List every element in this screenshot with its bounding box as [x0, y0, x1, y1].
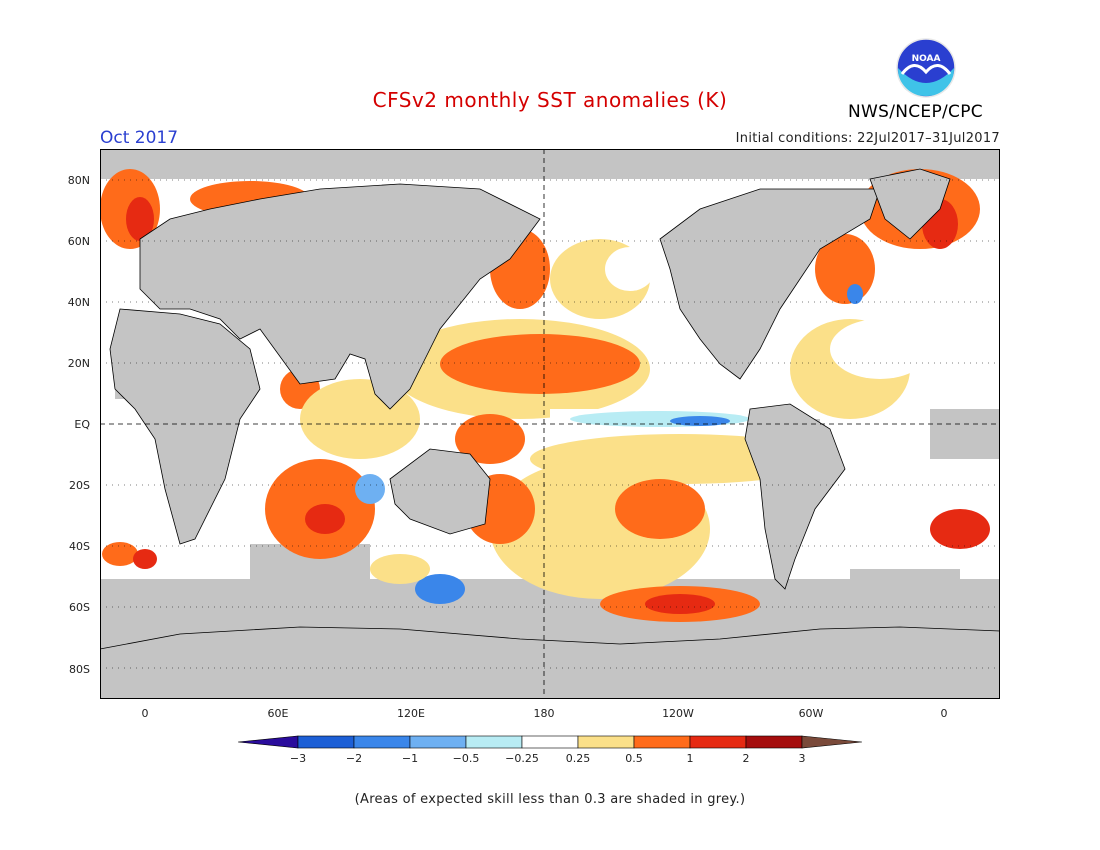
agency-label: NWS/NCEP/CPC — [848, 102, 983, 122]
colorbar-tick-label: −3 — [289, 752, 307, 765]
sst-anomaly-map — [100, 149, 1000, 699]
lat-grid-ticks — [100, 179, 1000, 669]
lat-label-60n: 60N — [67, 235, 90, 248]
lon-label-180: 180 — [533, 707, 555, 720]
colorbar-segment — [633, 735, 691, 749]
lon-label-0-west: 0 — [141, 707, 149, 720]
colorbar-lower-extension — [238, 735, 299, 749]
lat-label-80n: 80N — [67, 174, 90, 187]
skill-note: (Areas of expected skill less than 0.3 a… — [354, 792, 746, 807]
lat-label-20n: 20N — [67, 357, 90, 370]
noaa-logo-icon: NOAA — [896, 38, 956, 98]
lat-label-20s: 20S — [69, 479, 90, 492]
reference-lines — [100, 149, 1000, 699]
lat-label-eq: EQ — [74, 418, 90, 431]
colorbar-tick-label: −0.5 — [452, 752, 480, 765]
australia-landmass — [389, 448, 491, 535]
colorbar-segment — [577, 735, 635, 749]
colorbar-tick-label: 2 — [742, 752, 750, 765]
colorbar-tick-label: −2 — [345, 752, 363, 765]
colorbar-segment — [297, 735, 355, 749]
colorbar-segment — [353, 735, 411, 749]
colorbar-tick-label: 1 — [686, 752, 694, 765]
lon-label-120w: 120W — [662, 707, 694, 720]
lon-label-60e: 60E — [267, 707, 289, 720]
lat-label-40s: 40S — [69, 540, 90, 553]
colorbar — [238, 735, 862, 749]
colorbar-segment — [521, 735, 579, 749]
greenland-landmass — [869, 168, 951, 240]
colorbar-tick-label: −0.25 — [505, 752, 539, 765]
land — [100, 168, 1000, 699]
colorbar-tick-label: −1 — [401, 752, 419, 765]
colorbar-tick-label: 0.5 — [625, 752, 643, 765]
colorbar-upper-extension — [801, 735, 862, 749]
lon-label-120e: 120E — [397, 707, 425, 720]
initial-conditions: Initial conditions: 22Jul2017–31Jul2017 — [735, 131, 1000, 146]
forecast-period: Oct 2017 — [100, 128, 179, 148]
colorbar-segment — [465, 735, 523, 749]
colorbar-tick-label: 0.25 — [565, 752, 591, 765]
south-america-landmass — [744, 403, 846, 590]
north-america-landmass — [659, 188, 881, 380]
africa-landmass — [109, 308, 261, 545]
colorbar-segment — [745, 735, 803, 749]
colorbar-segment — [689, 735, 747, 749]
antarctica-landmass — [100, 626, 1000, 699]
colorbar-tick-label: 3 — [798, 752, 806, 765]
colorbar-segment — [409, 735, 467, 749]
lat-label-40n: 40N — [67, 296, 90, 309]
lon-label-60w: 60W — [798, 707, 824, 720]
lat-label-60s: 60S — [69, 601, 90, 614]
logo-text: NOAA — [912, 54, 941, 64]
eurasia-landmass — [139, 183, 541, 410]
lon-label-0-east: 0 — [940, 707, 948, 720]
lat-label-80s: 80S — [69, 663, 90, 676]
map-title: CFSv2 monthly SST anomalies (K) — [372, 88, 728, 112]
